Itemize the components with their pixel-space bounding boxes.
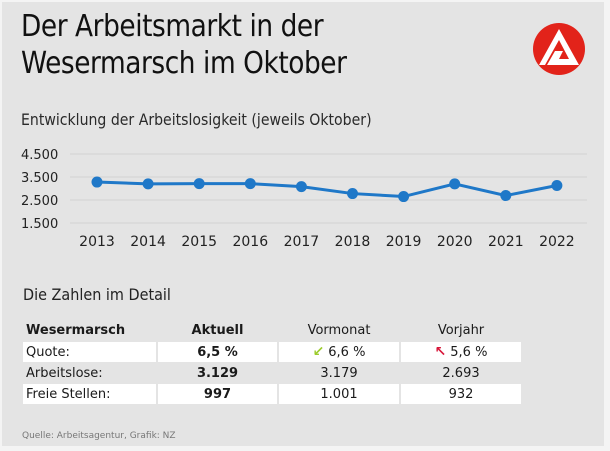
cell-vorjahr: 932 bbox=[401, 384, 521, 404]
y-tick-label: 1.500 bbox=[21, 217, 58, 232]
detail-heading: Die Zahlen im Detail bbox=[23, 285, 171, 304]
row-label: Arbeitslose: bbox=[26, 365, 103, 381]
x-tick-label: 2014 bbox=[130, 234, 166, 250]
arbeitsagentur-logo-icon bbox=[533, 23, 585, 75]
data-point-2015 bbox=[193, 178, 205, 190]
col-header-aktuell: Aktuell bbox=[191, 323, 244, 338]
x-tick-label: 2019 bbox=[386, 234, 422, 250]
cell-vormonat-value: 6,6 % bbox=[328, 345, 366, 360]
data-point-2017 bbox=[295, 181, 307, 193]
x-tick-label: 2018 bbox=[335, 234, 371, 250]
table-row: Freie Stellen: 997 1.001 932 bbox=[23, 384, 521, 404]
title-line-1: Der Arbeitsmarkt in der bbox=[21, 9, 324, 44]
data-point-2021 bbox=[500, 190, 512, 202]
y-tick-label: 3.500 bbox=[21, 171, 58, 186]
cell-aktuell: 6,5 % bbox=[158, 342, 277, 362]
cell-aktuell: 3.129 bbox=[196, 365, 239, 381]
arrow-up-left-icon: ↖ bbox=[434, 344, 447, 360]
cell-aktuell: 997 bbox=[158, 384, 277, 404]
x-tick-label: 2013 bbox=[79, 234, 115, 250]
data-point-2019 bbox=[398, 191, 410, 203]
infographic-panel bbox=[2, 2, 604, 446]
col-header-region: Wesermarsch bbox=[26, 323, 126, 338]
table-row: Arbeitslose: 3.129 3.179 2.693 bbox=[23, 363, 521, 383]
detail-table: Wesermarsch Aktuell Vormonat Vorjahr Quo… bbox=[21, 319, 523, 405]
row-label: Freie Stellen: bbox=[23, 384, 156, 404]
x-tick-label: 2017 bbox=[284, 234, 320, 250]
data-point-2013 bbox=[91, 176, 103, 188]
arrow-down-left-icon: ↙ bbox=[312, 344, 325, 360]
col-header-vorjahr: Vorjahr bbox=[437, 323, 485, 338]
cell-vorjahr: ↖ 5,6 % bbox=[401, 342, 521, 362]
title-line-2: Wesermarsch im Oktober bbox=[21, 46, 347, 81]
table-header-row: Wesermarsch Aktuell Vormonat Vorjahr bbox=[23, 320, 521, 341]
x-tick-label: 2022 bbox=[539, 234, 575, 250]
source-note: Quelle: Arbeitsagentur, Grafik: NZ bbox=[22, 431, 176, 441]
chart-title: Entwicklung der Arbeitslosigkeit (jeweil… bbox=[21, 110, 372, 129]
col-header-vormonat: Vormonat bbox=[307, 323, 371, 338]
y-tick-label: 2.500 bbox=[21, 194, 58, 209]
table-row: Quote: 6,5 % ↙ 6,6 % ↖ 5,6 % bbox=[23, 342, 521, 362]
data-point-2022 bbox=[551, 180, 563, 192]
cell-vormonat: 1.001 bbox=[279, 384, 399, 404]
cell-vormonat: 3.179 bbox=[320, 365, 358, 381]
data-point-2018 bbox=[347, 188, 358, 200]
data-point-2016 bbox=[244, 178, 256, 190]
data-point-2020 bbox=[449, 178, 461, 190]
x-tick-label: 2021 bbox=[488, 234, 524, 250]
x-tick-label: 2020 bbox=[437, 234, 473, 250]
x-tick-label: 2015 bbox=[181, 234, 217, 250]
cell-vorjahr: 2.693 bbox=[442, 365, 480, 381]
data-point-2014 bbox=[142, 178, 154, 190]
cell-vormonat: ↙ 6,6 % bbox=[279, 342, 399, 362]
page-title: Der Arbeitsmarkt in der Wesermarsch im O… bbox=[21, 8, 347, 82]
x-tick-label: 2016 bbox=[232, 234, 268, 250]
row-label: Quote: bbox=[23, 342, 156, 362]
line-chart: 4.500 3.500 2.500 1.500 2013 2014 2015 2016 201… bbox=[21, 148, 587, 250]
series-line bbox=[96, 180, 558, 199]
y-tick-label: 4.500 bbox=[21, 148, 58, 163]
cell-vorjahr-value: 5,6 % bbox=[450, 345, 488, 360]
